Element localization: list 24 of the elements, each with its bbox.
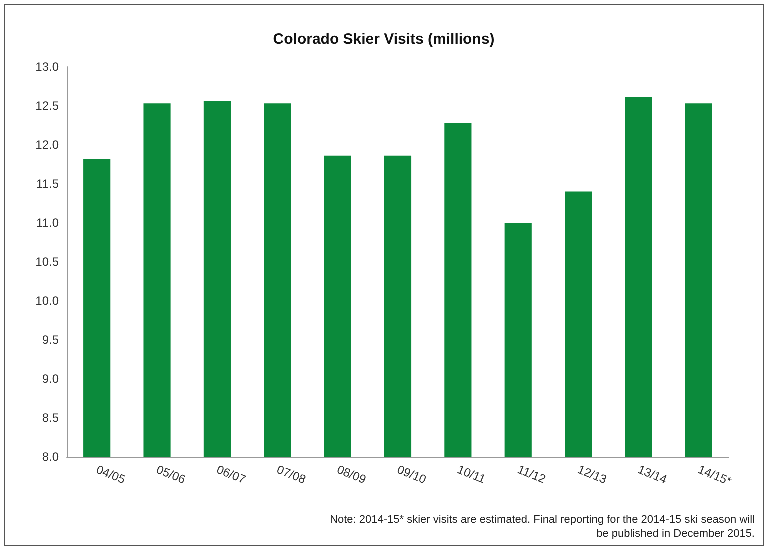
y-tick-label: 8.5 bbox=[42, 411, 60, 425]
x-tick-label: 12/13 bbox=[576, 462, 610, 487]
x-tick-label: 08/09 bbox=[335, 462, 369, 487]
x-tick-label: 06/07 bbox=[214, 462, 248, 487]
x-tick-label: 07/08 bbox=[275, 462, 308, 487]
y-tick-label: 9.0 bbox=[42, 372, 60, 386]
y-tick-label: 8.0 bbox=[42, 450, 60, 464]
x-tick-label: 13/14 bbox=[636, 462, 670, 487]
x-tick-label: 11/12 bbox=[516, 462, 548, 487]
x-tick-label: 14/15* bbox=[696, 462, 734, 489]
y-tick-label: 11.0 bbox=[36, 216, 60, 230]
x-tick-label: 10/11 bbox=[456, 462, 488, 487]
x-tick-label: 05/06 bbox=[154, 462, 188, 487]
chart-title: Colorado Skier Visits (millions) bbox=[273, 31, 495, 48]
y-tick-label: 10.5 bbox=[36, 255, 60, 269]
x-tick-label: 09/10 bbox=[395, 462, 429, 487]
text: Note: 2014-15* skier visits are estimated. Final reporting for the 2014-15 ski season will be published in December 2015. bbox=[329, 513, 755, 541]
y-tick-label: 12.0 bbox=[36, 138, 60, 152]
x-tick-label: 04/05 bbox=[94, 462, 128, 487]
y-tick-label: 13.0 bbox=[36, 60, 60, 74]
y-tick-label: 9.5 bbox=[42, 333, 60, 347]
y-tick-label: 10.0 bbox=[36, 294, 60, 308]
y-tick-label: 11.5 bbox=[36, 177, 60, 191]
y-tick-label: 12.5 bbox=[36, 99, 60, 113]
